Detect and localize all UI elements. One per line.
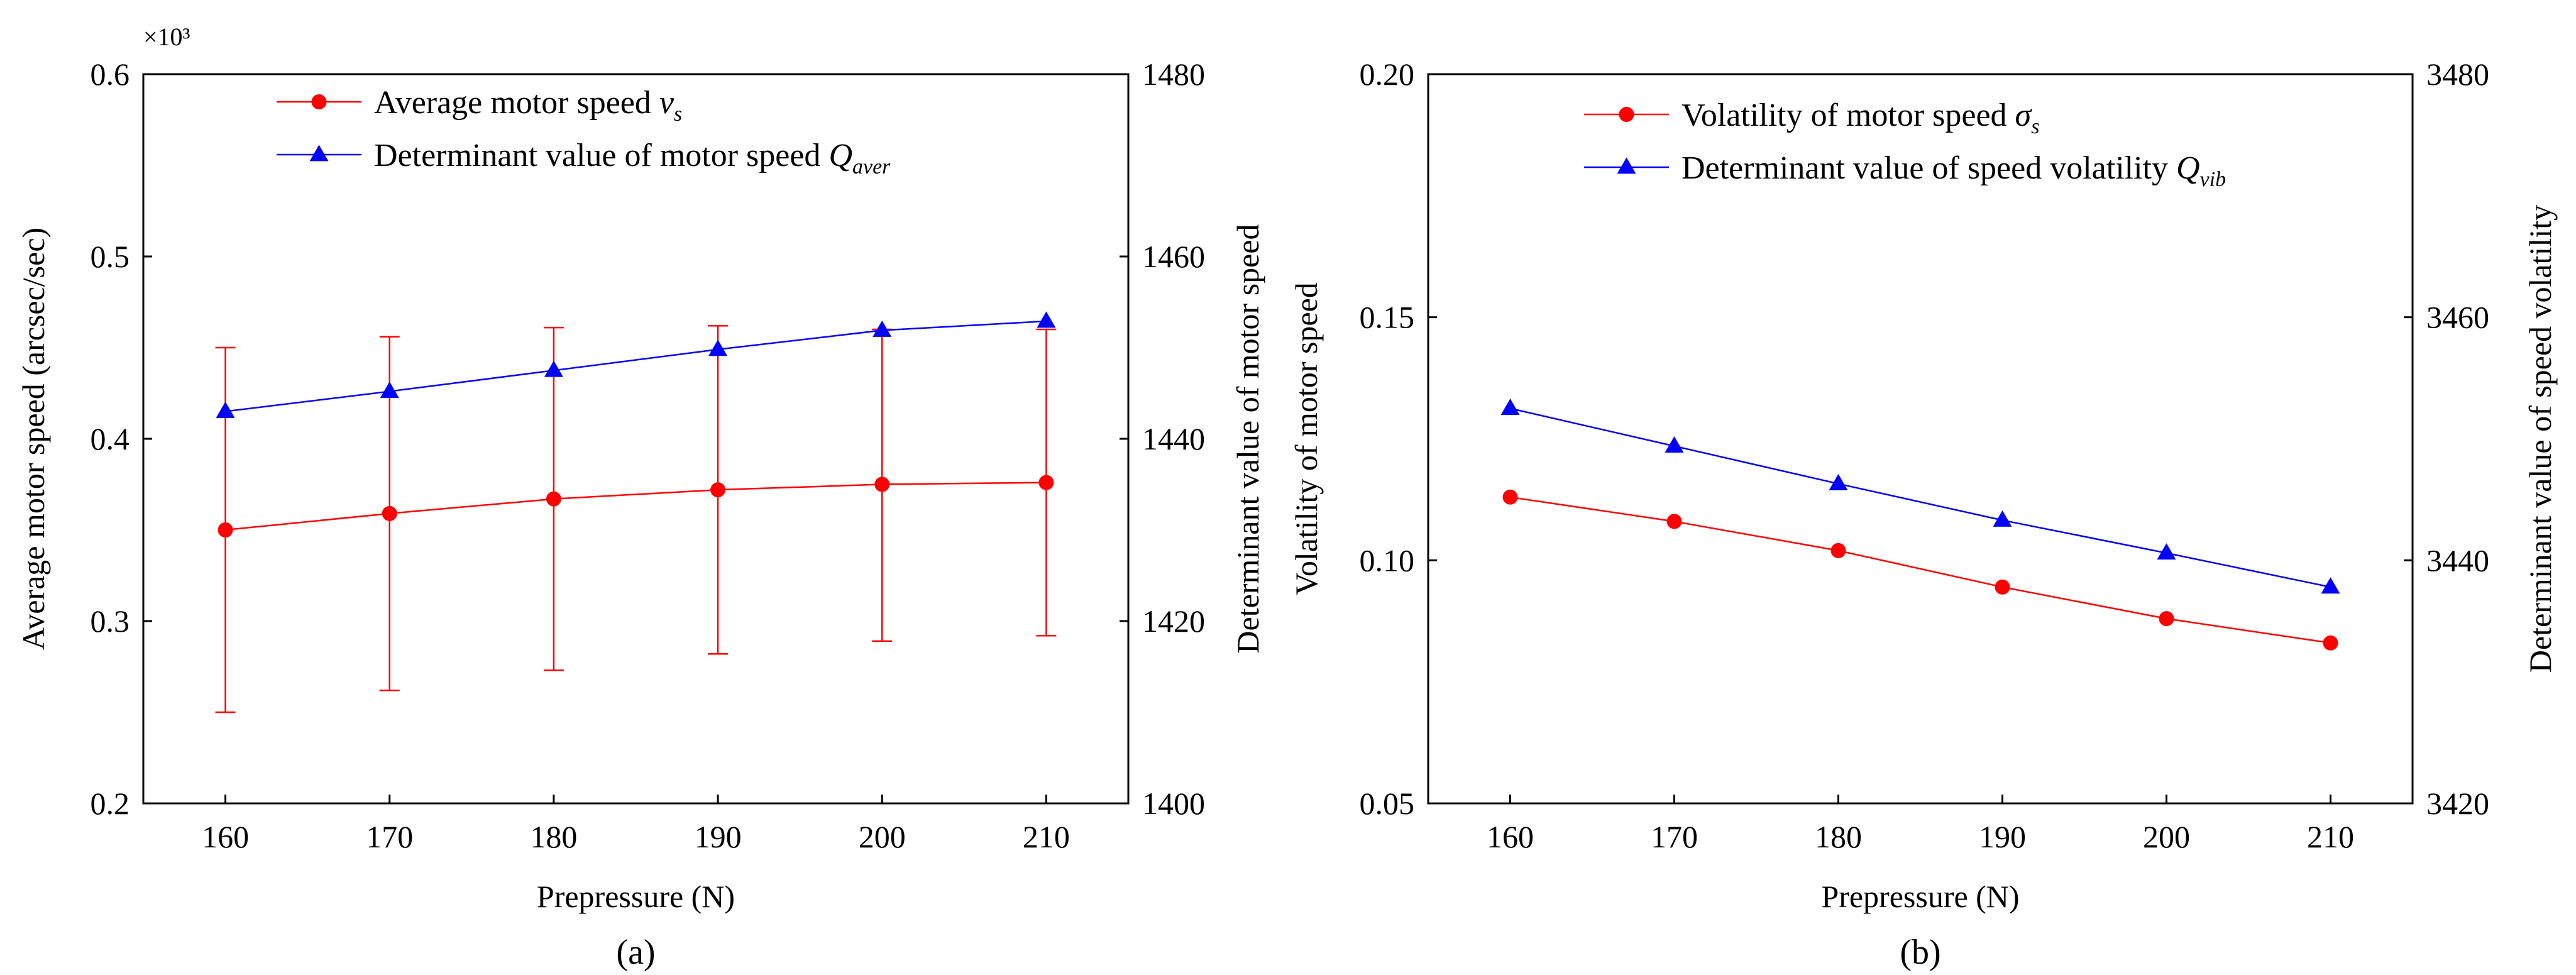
y-right-axis-label: Determinant value of motor speed	[1230, 224, 1265, 653]
x-tick-label: 160	[1487, 819, 1534, 854]
legend-label: Average motor speed vs	[374, 85, 682, 126]
data-point-circle	[2323, 635, 2338, 651]
x-tick-label: 160	[202, 819, 249, 854]
legend-label: Determinant value of speed volatility Qv…	[1682, 150, 2226, 191]
y-right-tick-label: 3420	[2426, 786, 2489, 821]
data-point-circle	[874, 476, 890, 492]
data-point-circle	[1619, 107, 1634, 122]
x-tick-label: 210	[1023, 819, 1070, 854]
y-right-tick-label: 1480	[1142, 57, 1205, 92]
x-axis-label: Prepressure (N)	[537, 879, 735, 914]
series-red	[215, 324, 1057, 713]
y-left-tick-label: 0.6	[91, 57, 130, 92]
y-left-tick-label: 0.2	[91, 786, 130, 821]
x-tick-label: 180	[1815, 819, 1862, 854]
x-tick-label: 210	[2307, 819, 2354, 854]
series-blue	[1500, 399, 2340, 594]
y-right-tick-label: 1420	[1142, 603, 1205, 639]
plot-frame	[1427, 73, 2414, 805]
data-point-triangle	[708, 339, 728, 356]
y-right-tick-label: 3460	[2426, 300, 2489, 335]
y-right-tick-label: 1460	[1142, 239, 1205, 274]
x-tick-label: 190	[695, 819, 742, 854]
y-left-tick-label: 0.15	[1360, 300, 1415, 335]
data-point-triangle	[309, 145, 329, 162]
x-tick-label: 200	[2143, 819, 2190, 854]
series-red	[1502, 489, 2338, 651]
x-tick-label: 170	[1651, 819, 1698, 854]
plot-frame	[142, 73, 1130, 805]
data-point-circle	[1830, 543, 1846, 558]
legend: Average motor speed vs Determinant value …	[277, 85, 891, 179]
y-left-tick-label: 0.05	[1360, 786, 1415, 821]
x-axis-label: Prepressure (N)	[1821, 879, 2019, 914]
data-point-triangle	[1993, 510, 2012, 527]
data-point-triangle	[1500, 399, 1520, 416]
y-right-axis-label: Determinant value of speed volatility	[2523, 205, 2558, 673]
series-line	[1510, 496, 2331, 644]
series-line	[1510, 407, 2331, 588]
series-line	[225, 482, 1047, 531]
legend-entry: Average motor speed vs	[277, 85, 682, 126]
data-point-triangle	[2157, 543, 2176, 560]
data-point-circle	[2159, 611, 2174, 627]
data-point-circle	[1666, 514, 1682, 529]
data-point-circle	[311, 94, 327, 109]
legend-label: Determinant value of motor speed Qaver	[374, 138, 891, 179]
y-multiplier: ×10³	[143, 23, 190, 51]
chart-panel-b: 160 170 180 190 200 210 0.05 0.10 0.15 0.20 3420 34…	[1289, 57, 2558, 972]
y-left-tick-label: 0.10	[1360, 543, 1415, 578]
series-line	[225, 320, 1047, 412]
data-point-circle	[382, 505, 397, 521]
legend: Volatility of motor speed σs Determinant …	[1584, 97, 2226, 191]
y-left-tick-label: 0.4	[91, 421, 130, 456]
y-left-axis-label: Average motor speed (arcsec/sec)	[16, 228, 51, 650]
x-tick-label: 170	[366, 819, 413, 854]
y-left-axis-label: Volatility of motor speed	[1289, 282, 1324, 595]
x-tick-label: 200	[859, 819, 906, 854]
series-blue	[216, 311, 1056, 418]
y-right-tick-label: 3440	[2426, 543, 2489, 578]
y-left-tick-label: 0.3	[91, 603, 130, 639]
legend-entry: Volatility of motor speed σs	[1584, 97, 2039, 138]
panel-label: (a)	[616, 933, 655, 972]
data-point-triangle	[1037, 311, 1056, 328]
data-point-circle	[546, 491, 561, 507]
data-point-triangle	[380, 382, 399, 398]
y-right-tick-label: 1400	[1142, 786, 1205, 821]
x-tick-label: 180	[530, 819, 577, 854]
data-point-circle	[1502, 489, 1518, 505]
data-point-triangle	[1617, 157, 1636, 174]
data-point-triangle	[1665, 436, 1684, 453]
legend-label: Volatility of motor speed σs	[1682, 97, 2039, 138]
legend-entry: Determinant value of motor speed Qaver	[277, 138, 891, 179]
data-point-triangle	[2321, 577, 2340, 594]
y-left-tick-label: 0.20	[1360, 57, 1415, 92]
data-point-triangle	[544, 360, 563, 377]
y-right-tick-label: 1440	[1142, 421, 1205, 456]
data-point-circle	[217, 522, 233, 537]
y-right-tick-label: 3480	[2426, 57, 2489, 92]
data-point-triangle	[216, 401, 235, 418]
y-left-tick-label: 0.5	[91, 239, 130, 274]
data-point-triangle	[1829, 473, 1848, 490]
data-point-circle	[1995, 579, 2010, 595]
chart-panel-a: 160 170 180 190 200 210 0.2 0.3 0.4 0.5 0.6 1400 142…	[16, 23, 1265, 972]
data-point-triangle	[872, 320, 892, 337]
x-tick-label: 190	[1979, 819, 2026, 854]
legend-entry: Determinant value of speed volatility Qv…	[1584, 150, 2226, 191]
data-point-circle	[1038, 475, 1054, 490]
panel-label: (b)	[1900, 933, 1940, 972]
data-point-circle	[710, 482, 726, 498]
